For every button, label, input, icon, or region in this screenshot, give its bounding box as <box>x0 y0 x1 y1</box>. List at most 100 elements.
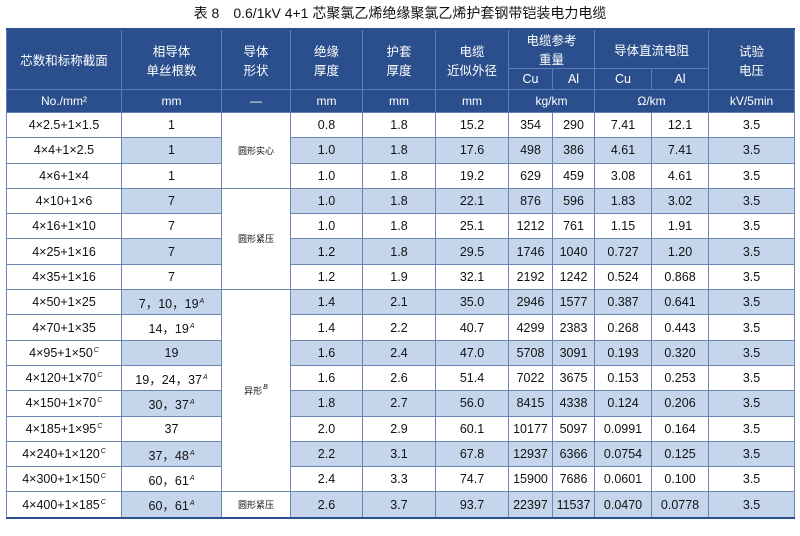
cell-insulation: 1.2 <box>290 263 363 291</box>
cell-spec-text: 4×70+1×35 <box>32 320 96 335</box>
cell-w-al: 3675 <box>551 364 596 392</box>
cell-insulation: 2.4 <box>290 466 363 493</box>
cell-r-al: 0.320 <box>651 339 710 366</box>
cell-spec: 4×300+1×150C <box>6 466 122 493</box>
header-insulation: 绝缘 厚度 <box>290 28 363 90</box>
cell-spec: 4×185+1×95C <box>6 415 122 442</box>
cell-r-al: 0.0778 <box>651 491 710 519</box>
cell-spec-note: C <box>97 397 103 405</box>
cell-diameter: 74.7 <box>435 466 509 493</box>
cell-shape-text: 异形 <box>244 386 263 397</box>
cell-strands-text: 7 <box>168 194 175 209</box>
cell-spec: 4×4+1×2.5 <box>6 137 122 164</box>
cell-strands-note: A <box>189 474 195 482</box>
cell-sheath: 1.8 <box>362 111 436 139</box>
header-weight-al: Al <box>551 68 596 90</box>
cell-strands: 1 <box>121 162 222 189</box>
cell-strands-note: A <box>203 373 208 381</box>
cell-strands: 19，24，37A <box>121 364 222 392</box>
cell-spec: 4×120+1×70C <box>6 364 122 392</box>
cell-w-al: 596 <box>551 187 596 215</box>
table-row: 4×300+1×150C 60，61A 2.4 3.3 74.7 15900 7686 0.0… <box>6 466 796 493</box>
cell-r-al: 0.164 <box>651 415 710 442</box>
cell-w-cu: 2946 <box>508 289 553 316</box>
cell-r-cu: 0.0754 <box>594 440 653 468</box>
cell-w-cu: 1746 <box>508 238 553 265</box>
header-resistance-cu: Cu <box>594 68 653 90</box>
cell-spec: 4×240+1×120C <box>6 440 122 468</box>
cell-spec-text: 4×4+1×2.5 <box>33 143 95 158</box>
cell-diameter: 56.0 <box>435 390 509 417</box>
table-row: 4×4+1×2.5 1 1.0 1.8 17.6 498 386 4.61 7.41 3.5 <box>6 137 796 164</box>
cell-r-cu: 7.41 <box>594 111 653 139</box>
table-row: 4×400+1×185C 60，61A 圆形紧压 2.6 3.7 93.7 22397 115… <box>6 491 796 519</box>
cell-spec-note: C <box>100 448 106 455</box>
table-row: 4×16+1×10 7 1.0 1.8 25.1 1212 761 1.15 1.91 3.5 <box>6 213 796 240</box>
cell-strands-text: 7 <box>168 269 175 284</box>
unit-spec: No./mm² <box>6 89 122 113</box>
cell-voltage: 3.5 <box>708 466 796 493</box>
table-row: 4×6+1×4 1 1.0 1.8 19.2 629 459 3.08 4.61 3.5 <box>6 162 796 189</box>
cell-spec: 4×150+1×70C <box>6 390 122 417</box>
cell-strands-text: 19 <box>164 345 179 360</box>
cell-r-al: 0.443 <box>651 314 710 341</box>
header-weight-cu: Cu <box>508 68 553 90</box>
cell-r-cu: 1.15 <box>594 213 653 240</box>
cell-spec-text: 4×300+1×150 <box>22 472 100 487</box>
cell-spec-text: 4×150+1×70 <box>25 396 97 411</box>
cell-w-cu: 22397 <box>508 491 553 519</box>
cell-diameter: 29.5 <box>435 238 509 265</box>
cell-w-al: 6366 <box>551 440 596 468</box>
cell-shape-text: 圆形紧压 <box>237 234 274 245</box>
cell-strands-text: 7 <box>168 244 175 259</box>
table-row: 4×95+1×50C 19 1.6 2.4 47.0 5708 3091 0.193 0.320… <box>6 339 796 366</box>
cell-strands-text: 7，10，19 <box>138 296 199 311</box>
cell-w-cu: 7022 <box>508 364 553 392</box>
header-diameter: 电缆 近似外径 <box>435 28 509 90</box>
cell-voltage: 3.5 <box>708 339 796 366</box>
cell-sheath: 1.8 <box>362 213 436 240</box>
cell-shape-text: 圆形实心 <box>237 145 274 156</box>
cell-w-al: 1242 <box>551 263 596 291</box>
cell-voltage: 3.5 <box>708 390 796 417</box>
cell-shape: 圆形紧压 <box>221 491 291 519</box>
table-row: 4×150+1×70C 30，37A 1.8 2.7 56.0 8415 4338 0.124… <box>6 390 796 417</box>
cell-w-al: 1577 <box>551 289 596 316</box>
cell-strands-text: 60，61 <box>148 473 189 488</box>
cell-strands: 19 <box>121 339 222 366</box>
cell-spec: 4×95+1×50C <box>6 339 122 366</box>
cell-voltage: 3.5 <box>708 137 796 164</box>
cell-w-cu: 5708 <box>508 339 553 366</box>
cell-w-cu: 1212 <box>508 213 553 240</box>
cell-diameter: 22.1 <box>435 187 509 215</box>
cell-insulation: 2.0 <box>290 415 363 442</box>
cell-strands: 1 <box>121 111 222 139</box>
cell-strands: 7 <box>121 263 222 291</box>
cell-strands-text: 1 <box>168 143 175 158</box>
cell-strands: 1 <box>121 137 222 164</box>
cell-diameter: 93.7 <box>435 491 509 519</box>
cable-spec-table: 芯数和标称截面 相导体 单丝根数 导体 形状 绝缘 厚度 护套 厚度 电缆 近似外径 电缆… <box>6 28 796 519</box>
cell-w-al: 761 <box>551 213 596 240</box>
cell-spec-note: C <box>97 372 103 380</box>
cell-strands: 37，48A <box>121 440 222 468</box>
cell-sheath: 2.6 <box>362 364 436 392</box>
cell-r-al: 0.868 <box>651 263 710 291</box>
cell-strands-text: 19，24，37 <box>135 372 203 387</box>
cell-sheath: 3.1 <box>362 440 436 468</box>
cell-voltage: 3.5 <box>708 314 796 341</box>
cell-w-al: 11537 <box>551 491 596 519</box>
cell-r-cu: 0.193 <box>594 339 653 366</box>
cell-spec-note: C <box>100 498 106 506</box>
cell-w-cu: 498 <box>508 137 553 164</box>
cell-w-al: 386 <box>551 137 596 164</box>
cell-strands-text: 60，61 <box>148 499 189 514</box>
cell-sheath: 3.7 <box>362 491 436 519</box>
table-row: 4×35+1×16 7 1.2 1.9 32.1 2192 1242 0.524 0.868 3.… <box>6 263 796 291</box>
cell-r-cu: 0.268 <box>594 314 653 341</box>
cell-r-cu: 3.08 <box>594 162 653 189</box>
unit-strands: mm <box>121 89 222 113</box>
cell-insulation: 1.8 <box>290 390 363 417</box>
cell-strands: 7 <box>121 213 222 240</box>
table-title: 表 8 0.6/1kV 4+1 芯聚氯乙烯绝缘聚氯乙烯护套钢带铠装电力电缆 <box>193 5 607 21</box>
